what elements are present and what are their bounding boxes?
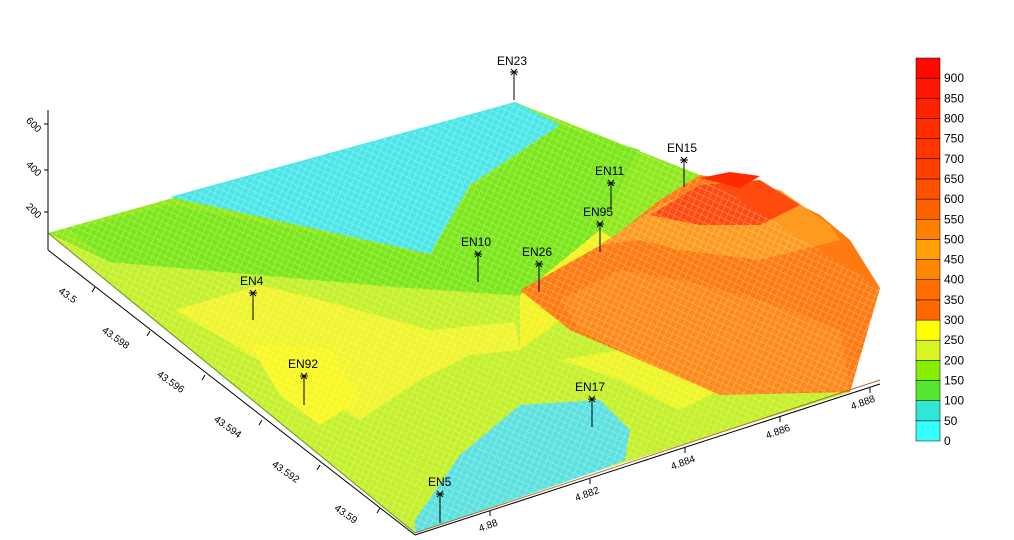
legend-swatch bbox=[915, 178, 941, 200]
surface bbox=[47, 102, 881, 534]
x-axis-line bbox=[414, 383, 881, 536]
legend-swatch bbox=[915, 259, 941, 280]
station-marker bbox=[588, 395, 596, 427]
legend-swatch bbox=[915, 77, 941, 99]
legend-label: 850 bbox=[944, 91, 964, 105]
legend-swatch bbox=[915, 118, 941, 139]
y-tick-label: 43.59 bbox=[332, 503, 359, 527]
legend-swatch bbox=[915, 158, 941, 180]
station-labels: EN23 EN15 EN11 EN95 EN10 EN26 EN4 EN92 E… bbox=[240, 54, 697, 489]
legend-swatch bbox=[915, 239, 941, 260]
legend-swatch bbox=[915, 138, 941, 160]
legend-label: 400 bbox=[944, 273, 964, 287]
legend-swatch bbox=[915, 380, 941, 401]
z-tick-label: 600 bbox=[23, 116, 43, 136]
legend-label: 700 bbox=[944, 152, 964, 166]
legend-label: 100 bbox=[944, 394, 964, 408]
legend-label: 200 bbox=[944, 353, 964, 367]
legend-label: 800 bbox=[944, 111, 964, 125]
x-tick-label: 4.884 bbox=[670, 454, 698, 473]
legend-label: 600 bbox=[944, 192, 964, 206]
station-marker bbox=[596, 220, 604, 252]
y-tick-label: 43.596 bbox=[155, 369, 187, 396]
legend-swatch bbox=[915, 360, 941, 381]
axes bbox=[44, 110, 881, 536]
legend-swatch bbox=[915, 219, 941, 240]
station-label: EN17 bbox=[575, 380, 605, 394]
y-tick-label: 43.592 bbox=[270, 459, 302, 486]
y-tick-label: 43.5 bbox=[56, 286, 79, 306]
stations bbox=[249, 68, 688, 523]
z-axis-ticks: 200 400 600 bbox=[23, 116, 43, 222]
legend-swatch bbox=[915, 279, 941, 301]
legend-swatch bbox=[915, 198, 941, 220]
legend-label: 750 bbox=[944, 132, 964, 146]
station-marker bbox=[249, 289, 257, 320]
y-tick-label: 43.598 bbox=[100, 325, 132, 352]
legend-label: 150 bbox=[944, 374, 964, 388]
station-label: EN10 bbox=[461, 235, 491, 249]
x-tick-label: 4.888 bbox=[850, 394, 878, 413]
legend-swatch bbox=[915, 299, 941, 321]
legend-label: 450 bbox=[944, 253, 964, 267]
legend-label: 550 bbox=[944, 212, 964, 226]
legend-label: 350 bbox=[944, 293, 964, 307]
station-marker bbox=[680, 156, 688, 187]
station-label: EN23 bbox=[497, 54, 527, 68]
color-legend: 0 50 100 150 200 250 300 350 400 450 500 550 600 650 7… bbox=[915, 57, 964, 448]
legend-swatch bbox=[915, 420, 941, 442]
station-label: EN95 bbox=[583, 205, 613, 219]
station-label: EN26 bbox=[522, 245, 552, 259]
x-tick-label: 4.88 bbox=[477, 518, 499, 535]
x-tick-label: 4.882 bbox=[574, 485, 602, 504]
legend-label: 250 bbox=[944, 333, 964, 347]
station-marker bbox=[607, 179, 615, 210]
y-tick-label: 43.594 bbox=[212, 414, 244, 441]
station-label: EN5 bbox=[428, 475, 452, 489]
station-label: EN92 bbox=[288, 357, 318, 371]
station-marker bbox=[436, 490, 444, 523]
station-marker bbox=[300, 372, 308, 405]
z-tick-label: 200 bbox=[23, 202, 43, 222]
legend-swatch bbox=[915, 57, 941, 79]
station-marker bbox=[535, 260, 543, 292]
legend-label: 300 bbox=[944, 313, 964, 327]
legend-swatch bbox=[915, 319, 941, 341]
station-label: EN4 bbox=[240, 274, 264, 288]
station-marker bbox=[474, 250, 482, 282]
z-tick-label: 400 bbox=[23, 160, 43, 180]
legend-label: 900 bbox=[944, 71, 964, 85]
station-label: EN11 bbox=[595, 164, 624, 178]
legend-swatch bbox=[915, 98, 941, 119]
station-label: EN15 bbox=[667, 141, 697, 155]
legend-swatch bbox=[915, 339, 941, 361]
y-axis-line bbox=[47, 249, 416, 536]
legend-label: 500 bbox=[944, 232, 964, 246]
legend-label: 50 bbox=[944, 414, 958, 428]
station-marker bbox=[510, 68, 518, 100]
x-tick-label: 4.886 bbox=[765, 423, 793, 442]
legend-label: 0 bbox=[944, 434, 951, 448]
legend-label: 650 bbox=[944, 172, 964, 186]
legend-swatch bbox=[915, 400, 941, 422]
